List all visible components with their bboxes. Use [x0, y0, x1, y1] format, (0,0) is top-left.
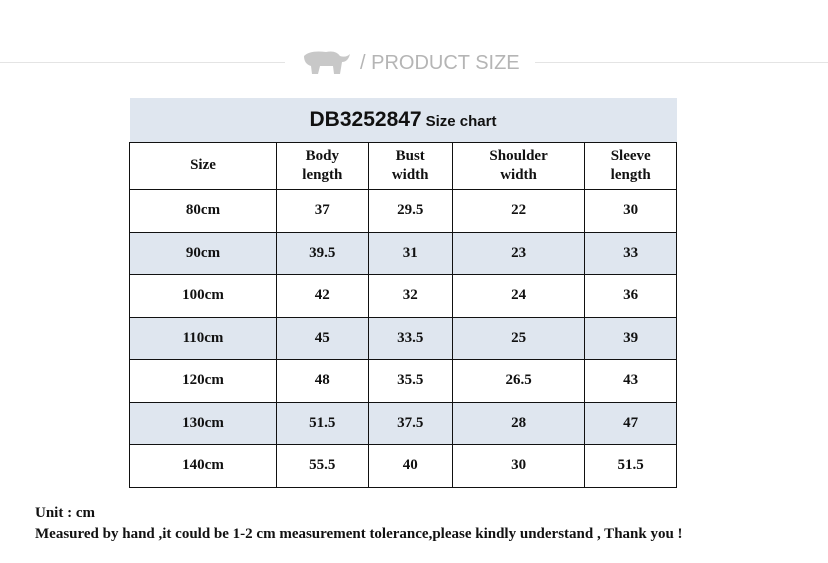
table-cell: 90cm	[129, 231, 277, 275]
table-cell: 28	[451, 401, 586, 445]
table-cell: 32	[367, 274, 453, 318]
column-header: Shoulder width	[451, 142, 586, 190]
table-row: 130cm 51.5 37.5 28 47	[129, 401, 677, 445]
table-cell: 55.5	[276, 444, 369, 488]
column-header: Bust width	[367, 142, 453, 190]
section-banner: / PRODUCT SIZE	[300, 48, 520, 78]
header-text: width	[391, 167, 429, 183]
table-cell: 23	[451, 231, 586, 275]
table-cell: 37	[276, 189, 369, 233]
product-code: DB3252847	[309, 108, 422, 131]
table-cell: 39.5	[276, 231, 369, 275]
header-text: Shoulder	[489, 147, 548, 164]
header-text: length	[302, 167, 343, 183]
table-cell: 37.5	[367, 401, 453, 445]
table-row: 110cm 45 33.5 25 39	[129, 316, 677, 360]
header-text: Bust	[395, 147, 425, 164]
table-cell: 80cm	[129, 189, 277, 233]
table-cell: 26.5	[451, 359, 586, 403]
unit-label: Unit : cm	[35, 505, 95, 521]
table-row: 100cm 42 32 24 36	[129, 274, 677, 318]
table-cell: 45	[276, 316, 369, 360]
table-cell: 30	[584, 189, 677, 233]
divider-right	[535, 62, 828, 63]
header-text: width	[500, 167, 537, 183]
table-cell: 100cm	[129, 274, 277, 318]
notes: Unit : cm Measured by hand ,it could be …	[35, 503, 683, 545]
table-cell: 51.5	[584, 444, 677, 488]
table-cell: 33	[584, 231, 677, 275]
column-header: Body length	[276, 142, 369, 190]
size-chart-table: DB3252847 Size chart Size Body length Bust wi…	[129, 98, 677, 488]
table-cell: 30	[451, 444, 586, 488]
table-cell: 35.5	[367, 359, 453, 403]
table-cell: 31	[367, 231, 453, 275]
table-cell: 36	[584, 274, 677, 318]
disclaimer: Measured by hand ,it could be 1-2 cm mea…	[35, 526, 683, 542]
table-subtitle: Size chart	[425, 113, 497, 130]
table-cell: 29.5	[367, 189, 453, 233]
header-text: Body	[305, 147, 339, 164]
column-header: Size	[129, 142, 277, 190]
table-cell: 140cm	[129, 444, 277, 488]
header-text: length	[610, 167, 651, 183]
table-cell: 40	[367, 444, 453, 488]
table-row: 120cm 48 35.5 26.5 43	[129, 359, 677, 403]
table-cell: 120cm	[129, 359, 277, 403]
table-cell: 39	[584, 316, 677, 360]
table-row: 140cm 55.5 40 30 51.5	[129, 444, 677, 488]
header-row: Size Body length Bust width Shoulder width Slee…	[129, 142, 677, 190]
table-cell: 22	[451, 189, 586, 233]
table-cell: 33.5	[367, 316, 453, 360]
table-cell: 24	[451, 274, 586, 318]
elephant-icon	[304, 51, 350, 74]
table-cell: 110cm	[129, 316, 277, 360]
table-cell: 47	[584, 401, 677, 445]
table-row: 90cm 39.5 31 23 33	[129, 231, 677, 275]
column-header: Sleeve length	[584, 142, 677, 190]
table-cell: 42	[276, 274, 369, 318]
divider-left	[0, 62, 285, 63]
table-cell: 51.5	[276, 401, 369, 445]
table-cell: 25	[451, 316, 586, 360]
table-row: 80cm 37 29.5 22 30	[129, 189, 677, 233]
banner-title: / PRODUCT SIZE	[360, 51, 520, 74]
table-title: DB3252847 Size chart	[129, 98, 677, 143]
header-text: Size	[190, 157, 216, 174]
table-cell: 48	[276, 359, 369, 403]
header-text: Sleeve	[610, 147, 651, 164]
table-cell: 130cm	[129, 401, 277, 445]
table-cell: 43	[584, 359, 677, 403]
